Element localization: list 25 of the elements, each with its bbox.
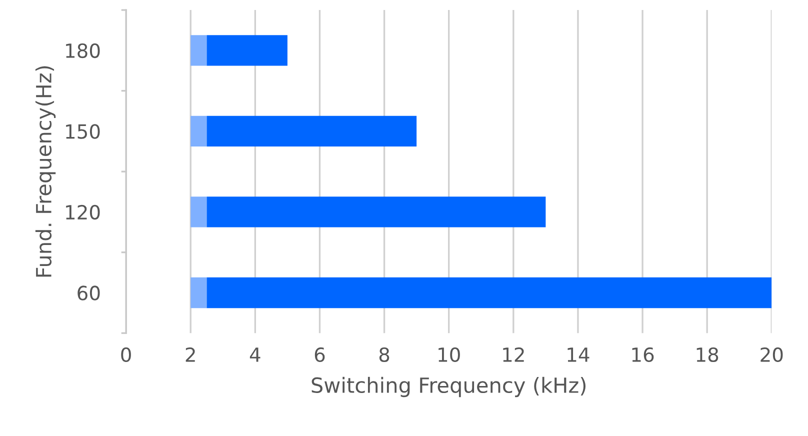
bar (206, 196, 546, 228)
y-axis-title: Fund. Frequency(Hz) (35, 66, 56, 277)
x-tick-label: 18 (696, 347, 718, 362)
y-tick-label: 60 (78, 286, 100, 300)
x-tick-label: 12 (503, 347, 524, 362)
bar (206, 116, 417, 147)
x-tick-label: 4 (250, 348, 260, 362)
y-tick-label: 180 (66, 43, 100, 58)
bar (190, 116, 207, 147)
bar (190, 196, 207, 228)
x-tick-label: 8 (379, 347, 390, 362)
bar (190, 35, 207, 66)
x-tick-label: 16 (632, 347, 654, 362)
x-axis-title: Switching Frequency (kHz) (312, 376, 586, 398)
bar (206, 35, 288, 66)
x-tick-label: 14 (568, 348, 590, 362)
y-tick-label: 150 (66, 124, 100, 139)
y-tick-label: 120 (66, 204, 100, 220)
x-tick-label: 2 (186, 347, 195, 362)
x-tick-label: 6 (314, 347, 325, 362)
x-tick-label: 20 (760, 347, 783, 362)
bar (190, 277, 207, 308)
x-tick-label: 10 (438, 347, 460, 362)
x-tick-label: 0 (121, 347, 131, 362)
bar (206, 277, 772, 308)
